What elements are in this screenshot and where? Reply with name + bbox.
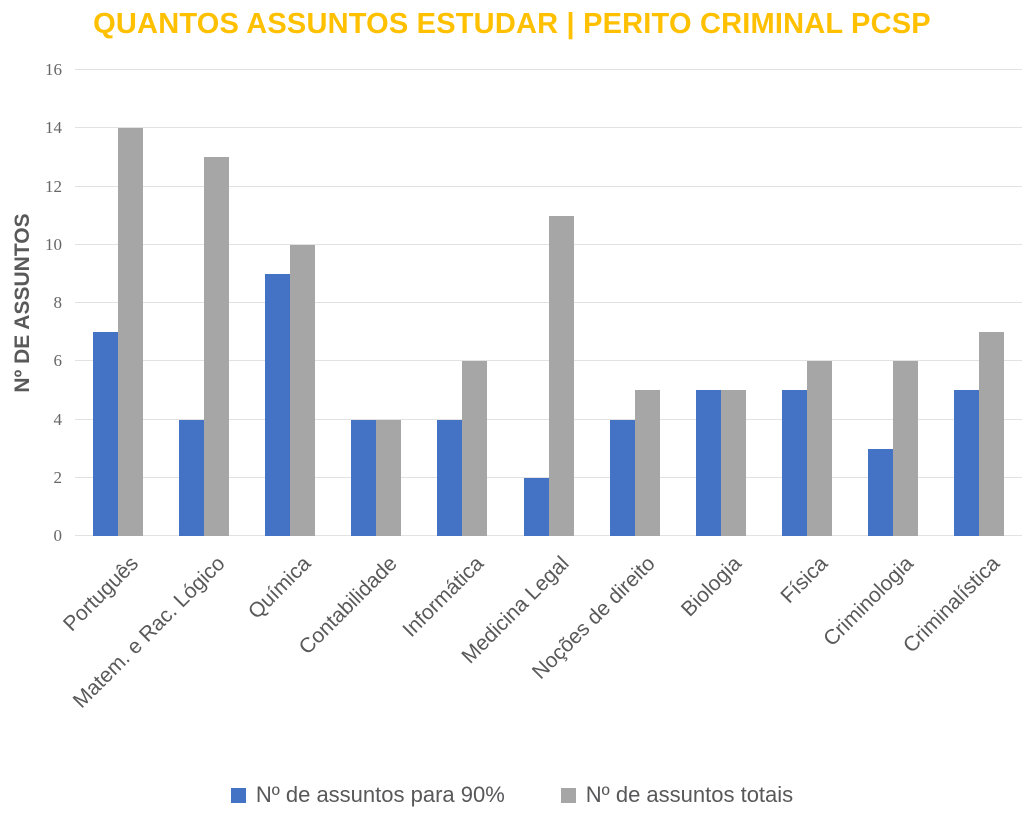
legend-item-1: Nº de assuntos para 90% [230, 782, 505, 808]
x-label-8: Biologia [676, 552, 746, 622]
x-label-9: Física [776, 552, 833, 608]
y-tick-label-8: 8 [53, 293, 63, 312]
y-tick-label-12: 12 [45, 176, 62, 196]
bar-group-4 [351, 70, 402, 536]
bar-series1-2 [179, 419, 205, 536]
chart-title: QUANTOS ASSUNTOS ESTUDAR | PERITO CRIMIN… [93, 8, 931, 40]
bar-group-6 [523, 70, 574, 536]
bar-series2-5 [462, 361, 488, 536]
x-label-1: Português [59, 552, 144, 636]
bar-series1-10 [867, 448, 893, 536]
y-tick-label-2: 2 [53, 467, 63, 487]
bar-series1-5 [437, 419, 463, 536]
y-tick-label-14: 14 [45, 118, 62, 138]
bar-series2-1 [118, 128, 144, 536]
gridline-y-12 [75, 185, 1022, 187]
gridline-y-16 [75, 69, 1022, 70]
bar-group-8 [695, 70, 746, 536]
bar-series1-8 [695, 390, 721, 536]
bar-group-7 [609, 70, 660, 536]
bar-series1-11 [953, 390, 979, 536]
bar-series2-3 [290, 244, 316, 536]
y-tick-label-0: 0 [53, 526, 63, 545]
bar-series2-9 [806, 361, 832, 536]
y-tick-label-6: 6 [53, 351, 63, 371]
legend: Nº de assuntos para 90% Nº de assuntos to… [0, 782, 1024, 808]
bar-group-2 [179, 70, 230, 536]
bar-series1-1 [93, 332, 119, 536]
bar-group-3 [265, 70, 316, 536]
bar-series2-11 [978, 332, 1004, 536]
bar-series1-3 [265, 273, 291, 536]
x-label-3: Química [243, 552, 316, 624]
bar-group-1 [93, 70, 144, 536]
bar-series1-4 [351, 419, 377, 536]
bar-group-11 [953, 70, 1004, 536]
bar-series2-4 [376, 419, 402, 536]
legend-swatch-icon [560, 787, 576, 803]
legend-swatch-icon [230, 787, 246, 803]
bar-series2-8 [720, 390, 746, 536]
legend-label: Nº de assuntos totais [585, 782, 794, 807]
bar-series1-9 [781, 390, 807, 536]
bar-series2-6 [548, 215, 574, 536]
bar-group-5 [437, 70, 488, 536]
bar-series1-6 [523, 477, 549, 536]
y-tick-label-4: 4 [53, 409, 63, 429]
legend-label: Nº de assuntos para 90% [255, 782, 505, 807]
gridline-y-14 [75, 127, 1022, 129]
bar-series1-7 [609, 419, 635, 536]
bar-group-10 [867, 70, 918, 536]
x-label-5: Informática [397, 552, 488, 642]
bar-series2-2 [204, 157, 230, 536]
bar-series2-10 [892, 361, 918, 536]
bar-group-9 [781, 70, 832, 536]
legend-item-2: Nº de assuntos totais [560, 782, 794, 808]
y-tick-label-10: 10 [45, 234, 62, 254]
bar-series2-7 [634, 390, 660, 536]
y-tick-label-16: 16 [45, 60, 62, 79]
x-label-2: Matem. e Rac. Lógico [68, 552, 230, 713]
plot-area [75, 69, 1022, 536]
